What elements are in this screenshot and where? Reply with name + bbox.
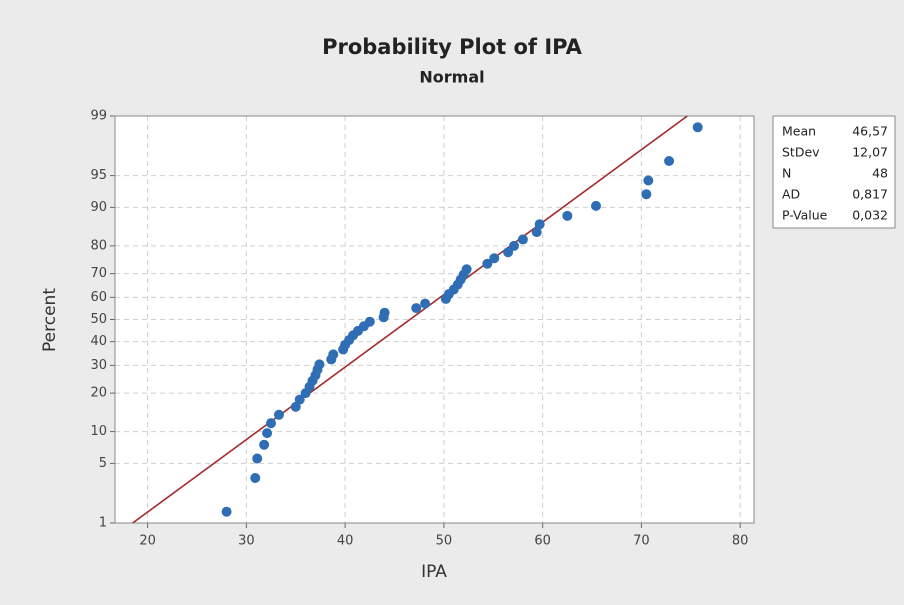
y-tick-label: 30 bbox=[90, 358, 107, 373]
data-point bbox=[562, 210, 573, 221]
data-point bbox=[503, 247, 514, 258]
data-point bbox=[590, 200, 601, 211]
x-tick-label: 60 bbox=[534, 534, 551, 549]
data-point bbox=[692, 122, 703, 133]
y-tick-label: 95 bbox=[90, 168, 107, 183]
data-point bbox=[534, 219, 545, 230]
data-point bbox=[294, 394, 305, 405]
data-point bbox=[664, 156, 675, 167]
y-tick-label: 40 bbox=[90, 334, 107, 349]
y-tick-label: 99 bbox=[90, 109, 107, 124]
x-tick-label: 50 bbox=[436, 534, 453, 549]
y-tick-label: 20 bbox=[90, 386, 107, 401]
chart-subtitle: Normal bbox=[419, 68, 484, 87]
data-point bbox=[517, 234, 528, 245]
stat-label: AD bbox=[782, 187, 800, 202]
y-tick-label: 1 bbox=[99, 516, 107, 531]
stat-value: 0,032 bbox=[852, 208, 888, 223]
data-point bbox=[328, 349, 339, 360]
y-tick-label: 10 bbox=[90, 424, 107, 439]
y-tick-label: 80 bbox=[90, 238, 107, 253]
stat-label: StDev bbox=[782, 145, 820, 160]
data-point bbox=[411, 303, 422, 314]
y-tick-label: 90 bbox=[90, 200, 107, 215]
data-point bbox=[314, 359, 325, 370]
stat-value: 0,817 bbox=[852, 187, 888, 202]
y-axis-label: Percent bbox=[40, 288, 60, 352]
x-tick-label: 30 bbox=[238, 534, 255, 549]
stats-box bbox=[772, 115, 896, 229]
data-point bbox=[250, 472, 261, 483]
data-point bbox=[482, 258, 493, 269]
y-tick-label: 50 bbox=[90, 312, 107, 327]
fit-line bbox=[132, 116, 688, 523]
y-tick-label: 60 bbox=[90, 290, 107, 305]
data-point bbox=[420, 298, 431, 309]
stat-label: N bbox=[782, 166, 791, 181]
data-point bbox=[252, 453, 263, 464]
data-point bbox=[273, 409, 284, 420]
data-point bbox=[489, 253, 500, 264]
stat-label: Mean bbox=[782, 124, 816, 139]
stat-value: 12,07 bbox=[852, 145, 888, 160]
stat-value: 46,57 bbox=[852, 124, 888, 139]
x-tick-label: 20 bbox=[139, 534, 156, 549]
data-point bbox=[531, 227, 542, 238]
data-point bbox=[379, 307, 390, 318]
stat-value: 48 bbox=[872, 166, 888, 181]
y-tick-label: 5 bbox=[99, 456, 107, 471]
x-axis-label: IPA bbox=[421, 562, 447, 582]
stat-label: P-Value bbox=[782, 208, 828, 223]
chart-title: Probability Plot of IPA bbox=[322, 35, 583, 59]
data-point bbox=[461, 264, 472, 275]
data-point bbox=[266, 418, 277, 429]
x-tick-label: 70 bbox=[633, 534, 650, 549]
y-tick-label: 70 bbox=[90, 266, 107, 281]
x-tick-label: 80 bbox=[732, 534, 749, 549]
data-point bbox=[221, 506, 232, 517]
data-point bbox=[364, 316, 375, 327]
data-point bbox=[509, 240, 520, 251]
data-point bbox=[259, 439, 270, 450]
x-tick-label: 40 bbox=[337, 534, 354, 549]
data-point bbox=[641, 189, 652, 200]
data-point bbox=[643, 175, 654, 186]
data-point bbox=[262, 428, 273, 439]
plot-border bbox=[114, 115, 755, 524]
